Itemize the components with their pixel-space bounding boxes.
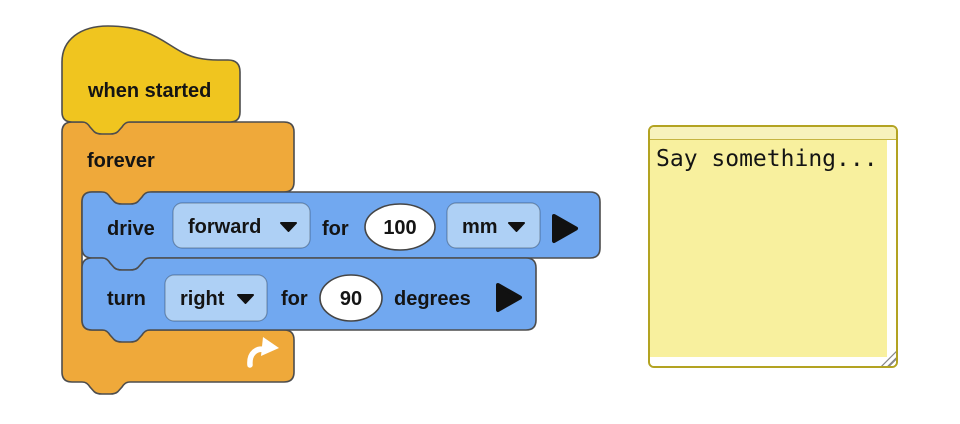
caret-down-icon — [237, 294, 254, 304]
drive-for-label: for — [322, 218, 349, 240]
drive-block[interactable]: drive forward for 100 mm — [81, 191, 601, 271]
turn-angle-value: 90 — [340, 288, 362, 310]
loop-arrow-icon — [247, 337, 279, 368]
caret-down-icon — [508, 222, 525, 232]
caret-down-icon — [280, 222, 297, 232]
turn-verb-label: turn — [107, 288, 146, 310]
when-started-block[interactable]: when started — [61, 25, 241, 135]
drive-direction-value: forward — [188, 216, 261, 238]
expand-arrow-icon[interactable] — [552, 214, 578, 243]
sticky-note[interactable]: Say something... — [648, 125, 898, 368]
turn-direction-value: right — [180, 288, 225, 310]
drive-unit-value: mm — [462, 216, 498, 238]
drive-distance-value: 100 — [383, 217, 416, 239]
when-started-label: when started — [87, 80, 211, 102]
forever-label: forever — [87, 150, 155, 172]
sticky-note-textarea[interactable]: Say something... — [650, 140, 887, 357]
drive-unit-dropdown[interactable]: mm — [446, 202, 541, 249]
expand-arrow-icon[interactable] — [496, 283, 522, 312]
turn-angle-input[interactable]: 90 — [319, 274, 383, 322]
sticky-note-body: Say something... — [650, 140, 896, 366]
turn-block[interactable]: turn right for 90 degrees — [81, 257, 537, 343]
sticky-note-header[interactable] — [650, 127, 896, 140]
drive-distance-input[interactable]: 100 — [364, 203, 436, 251]
when-started-block-shape[interactable] — [61, 25, 241, 135]
turn-unit-label: degrees — [394, 288, 471, 310]
drive-direction-dropdown[interactable]: forward — [172, 202, 311, 249]
drive-verb-label: drive — [107, 218, 155, 240]
turn-direction-dropdown[interactable]: right — [164, 274, 268, 322]
turn-for-label: for — [281, 288, 308, 310]
